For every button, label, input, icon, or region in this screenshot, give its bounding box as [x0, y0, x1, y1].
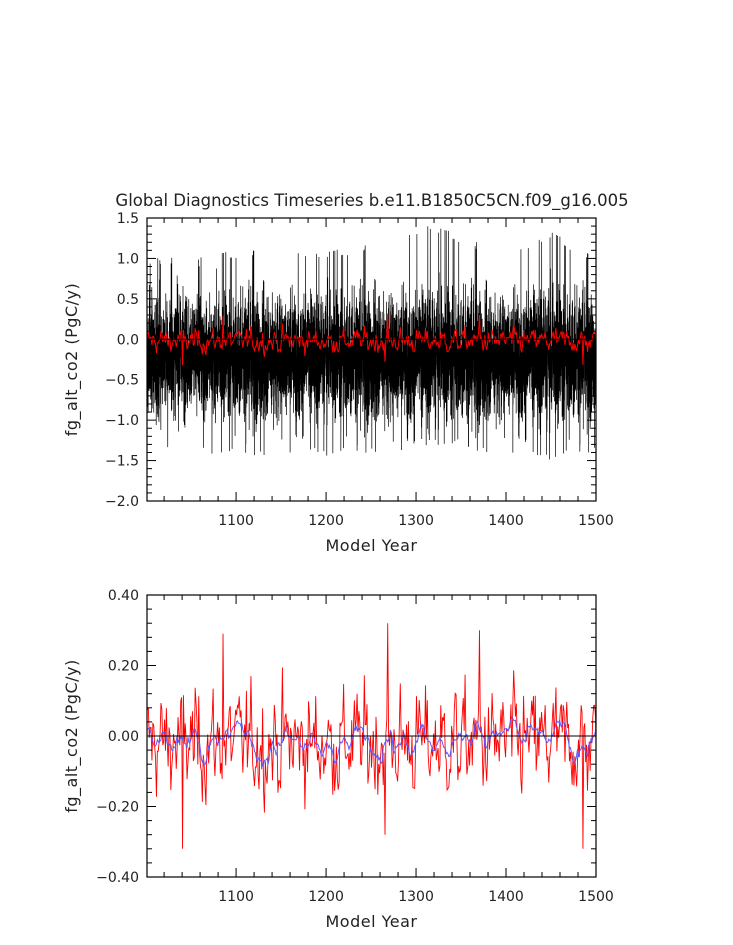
y-tick-label: 0.00 — [108, 729, 139, 745]
x-tick-label: 1500 — [578, 889, 614, 905]
y-tick-label: −1.5 — [105, 454, 139, 470]
series-annual-line — [147, 623, 596, 849]
y-tick-label: 0.20 — [108, 659, 139, 675]
y-tick-label: −2.0 — [105, 494, 139, 510]
y-axis-label: fg_alt_co2 (PgC/y) — [62, 659, 82, 812]
x-tick-label: 1200 — [308, 889, 344, 905]
y-tick-label: 0.0 — [117, 332, 139, 348]
y-tick-label: 1.0 — [117, 251, 139, 267]
x-axis-label: Model Year — [326, 536, 418, 555]
y-tick-label: 1.5 — [117, 211, 139, 227]
x-tick-label: 1200 — [308, 513, 344, 529]
y-tick-label: 0.5 — [117, 292, 139, 308]
x-tick-label: 1400 — [488, 513, 524, 529]
x-tick-label: 1100 — [218, 513, 254, 529]
x-tick-label: 1300 — [398, 889, 434, 905]
y-axis-label: fg_alt_co2 (PgC/y) — [62, 283, 82, 436]
series-smoothed-line — [147, 716, 596, 768]
plot-frame — [146, 217, 597, 502]
data-layer — [147, 623, 596, 849]
series-monthly-line — [147, 226, 596, 460]
x-tick-label: 1100 — [218, 889, 254, 905]
x-tick-label: 1500 — [578, 513, 614, 529]
chart-title: Global Diagnostics Timeseries b.e11.B185… — [115, 191, 628, 211]
x-tick-label: 1300 — [398, 513, 434, 529]
panel-2: 1100 1200 1300 1400 1500 −0.40 −0.20 0.00 0.20 0.… — [62, 588, 614, 931]
y-tick-label: −0.40 — [96, 870, 139, 886]
panel-1: 1100 1200 1300 1400 1500 −2.0 −1.5 −1.0 −0.5 0.0 0… — [62, 191, 629, 555]
y-tick-label: −0.20 — [96, 800, 139, 816]
x-tick-label: 1400 — [488, 889, 524, 905]
data-layer — [147, 226, 596, 460]
y-tick-label: 0.40 — [108, 588, 139, 604]
y-tick-label: −1.0 — [105, 413, 139, 429]
series-annual-line — [147, 313, 596, 366]
x-axis-label: Model Year — [326, 912, 418, 931]
y-tick-label: −0.5 — [105, 373, 139, 389]
